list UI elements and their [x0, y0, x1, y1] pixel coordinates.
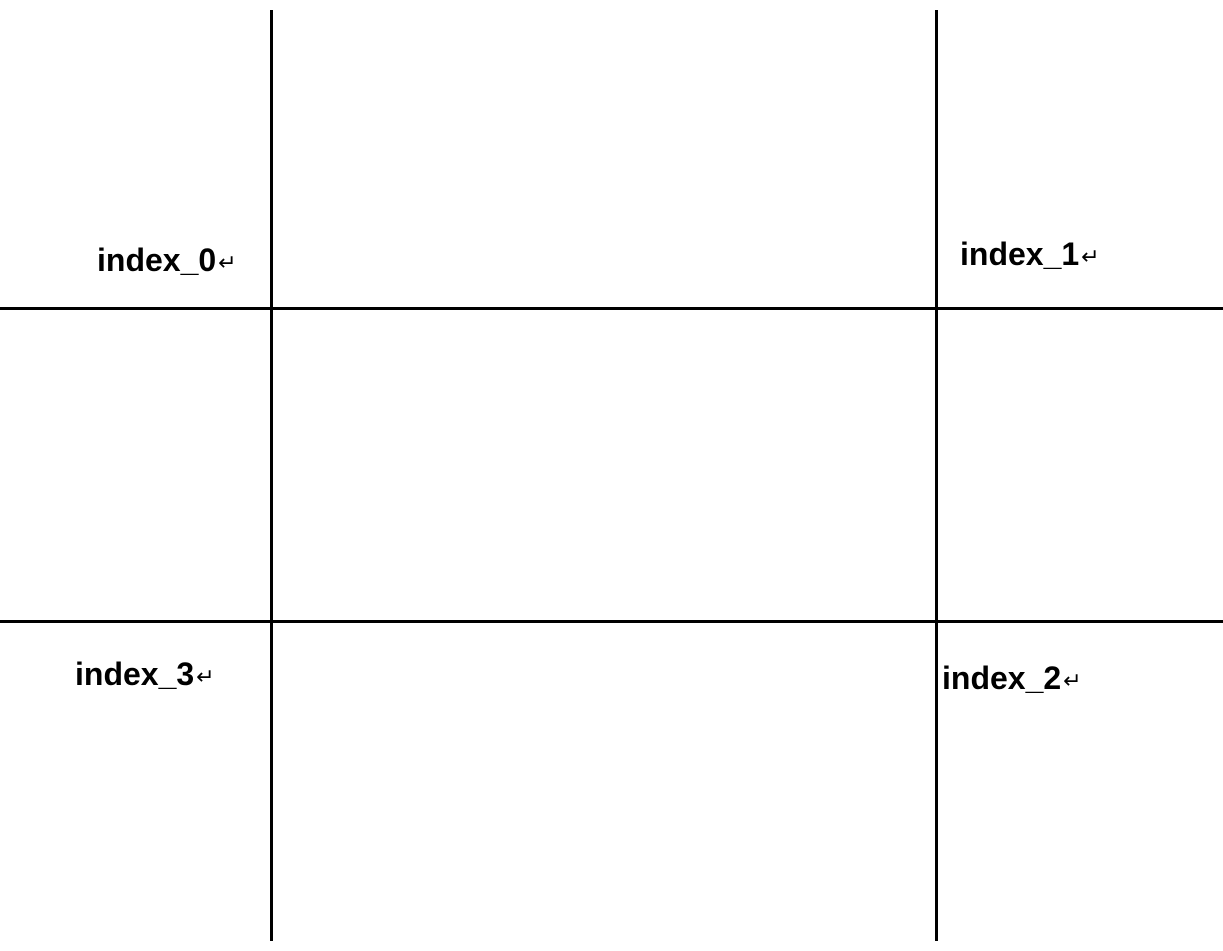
label-index-3: index_3↵: [75, 656, 215, 693]
label-index-0: index_0↵: [97, 242, 237, 279]
paragraph-mark-icon: ↵: [1081, 244, 1099, 270]
vertical-line-left: [270, 10, 273, 941]
label-index-2: index_2↵: [942, 660, 1082, 697]
horizontal-line-bottom: [0, 620, 1223, 623]
label-text: index_3: [75, 656, 194, 692]
label-text: index_2: [942, 660, 1061, 696]
horizontal-line-top: [0, 307, 1223, 310]
label-text: index_1: [960, 236, 1079, 272]
paragraph-mark-icon: ↵: [218, 250, 236, 276]
paragraph-mark-icon: ↵: [1063, 668, 1081, 694]
label-text: index_0: [97, 242, 216, 278]
paragraph-mark-icon: ↵: [196, 664, 214, 690]
label-index-1: index_1↵: [960, 236, 1100, 273]
vertical-line-right: [935, 10, 938, 941]
